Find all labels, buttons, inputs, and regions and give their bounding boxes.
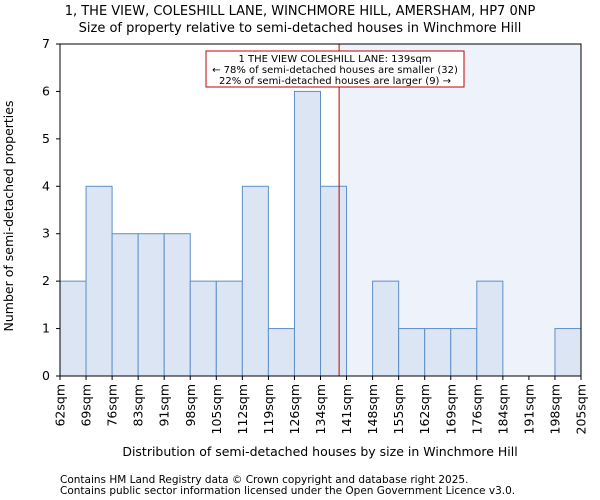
y-tick-label: 0 xyxy=(42,368,50,383)
annotation-line-1: 1 THE VIEW COLESHILL LANE: 139sqm xyxy=(238,54,431,65)
bar-112sqm xyxy=(241,185,269,377)
y-tick-label: 1 xyxy=(42,321,50,336)
x-tick-label: 91sqm xyxy=(157,384,172,427)
y-tick-label: 4 xyxy=(42,178,50,193)
x-axis-label: Distribution of semi-detached houses by … xyxy=(122,444,517,459)
annotation-box: 1 THE VIEW COLESHILL LANE: 139sqm ← 78% … xyxy=(205,50,465,88)
bar-198sqm xyxy=(554,328,582,377)
annotation-line-3: 22% of semi-detached houses are larger (… xyxy=(219,76,451,87)
x-tick-label: 69sqm xyxy=(79,384,94,427)
x-tick-label: 134sqm xyxy=(313,384,328,434)
x-tick-label: 155sqm xyxy=(391,384,406,434)
bar-62sqm xyxy=(59,280,87,377)
x-tick-label: 119sqm xyxy=(261,384,276,434)
x-tick-label: 148sqm xyxy=(365,384,380,434)
x-tick-label: 198sqm xyxy=(547,384,562,434)
x-tick-label: 176sqm xyxy=(469,384,484,434)
footer-line-1: Contains HM Land Registry data © Crown c… xyxy=(60,474,468,486)
bar-169sqm xyxy=(450,328,478,377)
x-tick-label: 141sqm xyxy=(339,384,354,434)
y-tick-label: 6 xyxy=(42,83,50,98)
bar-69sqm xyxy=(85,185,113,377)
x-tick-label: 191sqm xyxy=(521,384,536,434)
y-tick-label: 2 xyxy=(42,273,50,288)
x-tick-label: 162sqm xyxy=(417,384,432,434)
y-tick-label: 3 xyxy=(42,226,50,241)
bar-76sqm xyxy=(111,233,139,377)
x-tick-label: 169sqm xyxy=(443,384,458,434)
x-tick-label: 76sqm xyxy=(105,384,120,427)
y-axis-label: Number of semi-detached properties xyxy=(1,101,16,332)
x-tick-label: 83sqm xyxy=(131,384,146,427)
bar-83sqm xyxy=(137,233,165,377)
x-tick-label: 98sqm xyxy=(183,384,198,427)
bar-155sqm xyxy=(398,328,426,377)
y-tick-label: 7 xyxy=(42,36,50,51)
bar-176sqm xyxy=(476,280,504,377)
bar-162sqm xyxy=(424,328,452,377)
chart-subtitle: Size of property relative to semi-detach… xyxy=(79,21,522,36)
bar-98sqm xyxy=(189,280,217,377)
x-tick-label: 105sqm xyxy=(209,384,224,434)
x-tick-label: 126sqm xyxy=(287,384,302,434)
bar-126sqm xyxy=(293,90,322,377)
chart-title: 1, THE VIEW, COLESHILL LANE, WINCHMORE H… xyxy=(65,4,536,19)
annotation-line-2: ← 78% of semi-detached houses are smalle… xyxy=(212,65,458,76)
bar-91sqm xyxy=(163,233,191,377)
x-tick-label: 62sqm xyxy=(53,384,68,427)
x-tick-label: 184sqm xyxy=(495,384,510,434)
x-tick-label: 205sqm xyxy=(574,384,589,434)
footer-line-2: Contains public sector information licen… xyxy=(60,485,515,497)
bar-148sqm xyxy=(372,280,400,377)
bar-134sqm xyxy=(320,185,348,377)
y-tick-label: 5 xyxy=(42,131,50,146)
x-tick-label: 112sqm xyxy=(235,384,250,434)
bar-105sqm xyxy=(215,280,243,377)
bar-119sqm xyxy=(267,328,295,377)
